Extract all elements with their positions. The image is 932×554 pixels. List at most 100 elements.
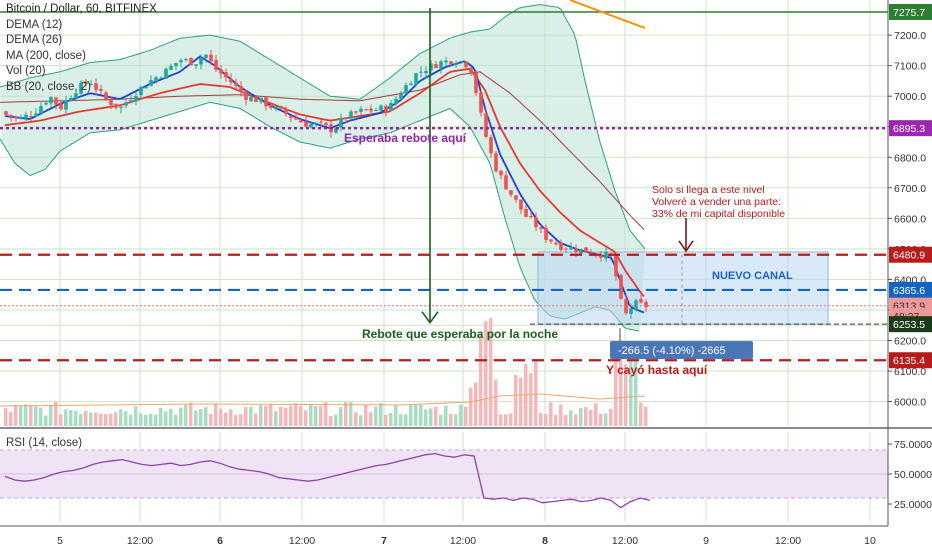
volume-bar <box>179 407 183 426</box>
volume-bar <box>534 359 538 426</box>
candle-body <box>109 99 113 106</box>
volume-bar <box>584 407 588 426</box>
volume-bar <box>274 411 278 426</box>
volume-bar <box>84 410 88 426</box>
candle-body <box>339 117 343 128</box>
volume-bar <box>9 411 13 426</box>
candle-body <box>429 63 433 71</box>
candle-body <box>229 78 233 83</box>
volume-bar <box>94 412 98 426</box>
candle-body <box>454 63 458 65</box>
volume-bar <box>419 404 423 426</box>
candle-body <box>34 113 38 117</box>
candle-body <box>644 301 648 308</box>
volume-bar <box>239 414 243 426</box>
candle-body <box>499 170 503 176</box>
rsi-tick-label: 50.0000 <box>894 469 932 481</box>
legend-bb[interactable]: BB (20, close, 2) <box>6 80 92 93</box>
volume-bar <box>109 413 113 426</box>
volume-bar <box>459 404 463 426</box>
candle-body <box>529 215 533 218</box>
annotation-cayo: Y cayó hasta aquí <box>606 363 708 377</box>
volume-bar <box>619 349 623 426</box>
candle-body <box>509 190 513 195</box>
volume-bar <box>369 412 373 426</box>
candle-body <box>334 127 338 133</box>
orange-trendline <box>569 0 646 29</box>
candle-body <box>224 72 228 78</box>
candle-body <box>354 111 358 113</box>
volume-bar <box>614 354 618 426</box>
price-tag-label: 7275.7 <box>893 7 925 19</box>
price-tag-label: 6253.5 <box>893 319 925 331</box>
candle-body <box>254 96 258 102</box>
volume-bar <box>499 414 503 426</box>
candle-body <box>114 103 118 108</box>
candle-body <box>559 242 563 250</box>
price-axis-bg <box>888 0 932 550</box>
volume-bar <box>259 404 263 426</box>
candle-body <box>44 102 48 105</box>
candle-body <box>234 82 238 86</box>
candle-body <box>449 61 453 65</box>
volume-bar <box>49 404 53 426</box>
volume-bar <box>389 413 393 426</box>
candle-body <box>214 59 218 70</box>
volume-bar <box>624 364 628 426</box>
volume-bar <box>19 405 23 426</box>
volume-bar <box>199 408 203 426</box>
volume-bar <box>284 407 288 426</box>
candle-body <box>219 69 223 74</box>
volume-bar <box>279 406 283 426</box>
volume-bar <box>469 387 473 426</box>
price-tag-bg <box>889 120 932 137</box>
volume-bar <box>329 415 333 426</box>
volume-bar <box>189 402 193 426</box>
candle-body <box>274 106 278 109</box>
volume-bar <box>124 411 128 426</box>
candle-body <box>634 300 638 310</box>
annotation-rebote-noche: Rebote que esperaba por la noche <box>362 327 558 341</box>
volume-bar <box>79 413 83 426</box>
volume-bar <box>549 402 553 426</box>
candle-body <box>4 111 8 115</box>
volume-bar <box>639 402 643 426</box>
volume-bar <box>104 413 108 426</box>
rsi-label[interactable]: RSI (14, close) <box>6 437 83 449</box>
candle-body <box>479 92 483 113</box>
price-tag-bg <box>889 316 932 333</box>
bollinger-lower <box>0 101 640 332</box>
candle-body <box>489 137 493 154</box>
y-tick-label: 6600.0 <box>894 213 926 225</box>
price-tag-bg <box>889 4 932 21</box>
candle-body <box>89 84 93 86</box>
x-tick-label: 12:00 <box>450 535 476 547</box>
legend-dema12[interactable]: DEMA (12) <box>6 18 63 31</box>
candle-body <box>414 73 418 85</box>
volume-bar <box>429 408 433 426</box>
legend: Bitcoin / Dollar, 60, BITFINEX DEMA (12)… <box>6 2 157 95</box>
volume-bar <box>219 408 223 426</box>
candle-body <box>159 77 163 79</box>
legend-volume[interactable]: Vol (20) <box>6 65 46 77</box>
volume-bar <box>544 413 548 426</box>
volume-bar <box>339 407 343 426</box>
candle-body <box>364 109 368 111</box>
volume-bar <box>119 409 123 426</box>
volume-bar <box>309 403 313 426</box>
rsi-tick-label: 75.0000 <box>894 439 932 451</box>
candle-body <box>474 72 478 94</box>
legend-dema26[interactable]: DEMA (26) <box>6 34 63 46</box>
candle-body <box>419 71 423 73</box>
candle-body <box>324 122 328 126</box>
legend-ma200[interactable]: MA (200, close) <box>6 49 86 62</box>
volume-bar <box>334 414 338 426</box>
volume-bar <box>554 414 558 426</box>
candle-body <box>19 117 23 119</box>
candle-body <box>294 117 298 120</box>
candle-body <box>459 61 463 63</box>
candle-body <box>289 115 293 118</box>
volume-bar <box>529 372 533 426</box>
x-tick-label: 12:00 <box>775 535 801 547</box>
volume-bar <box>229 409 233 426</box>
